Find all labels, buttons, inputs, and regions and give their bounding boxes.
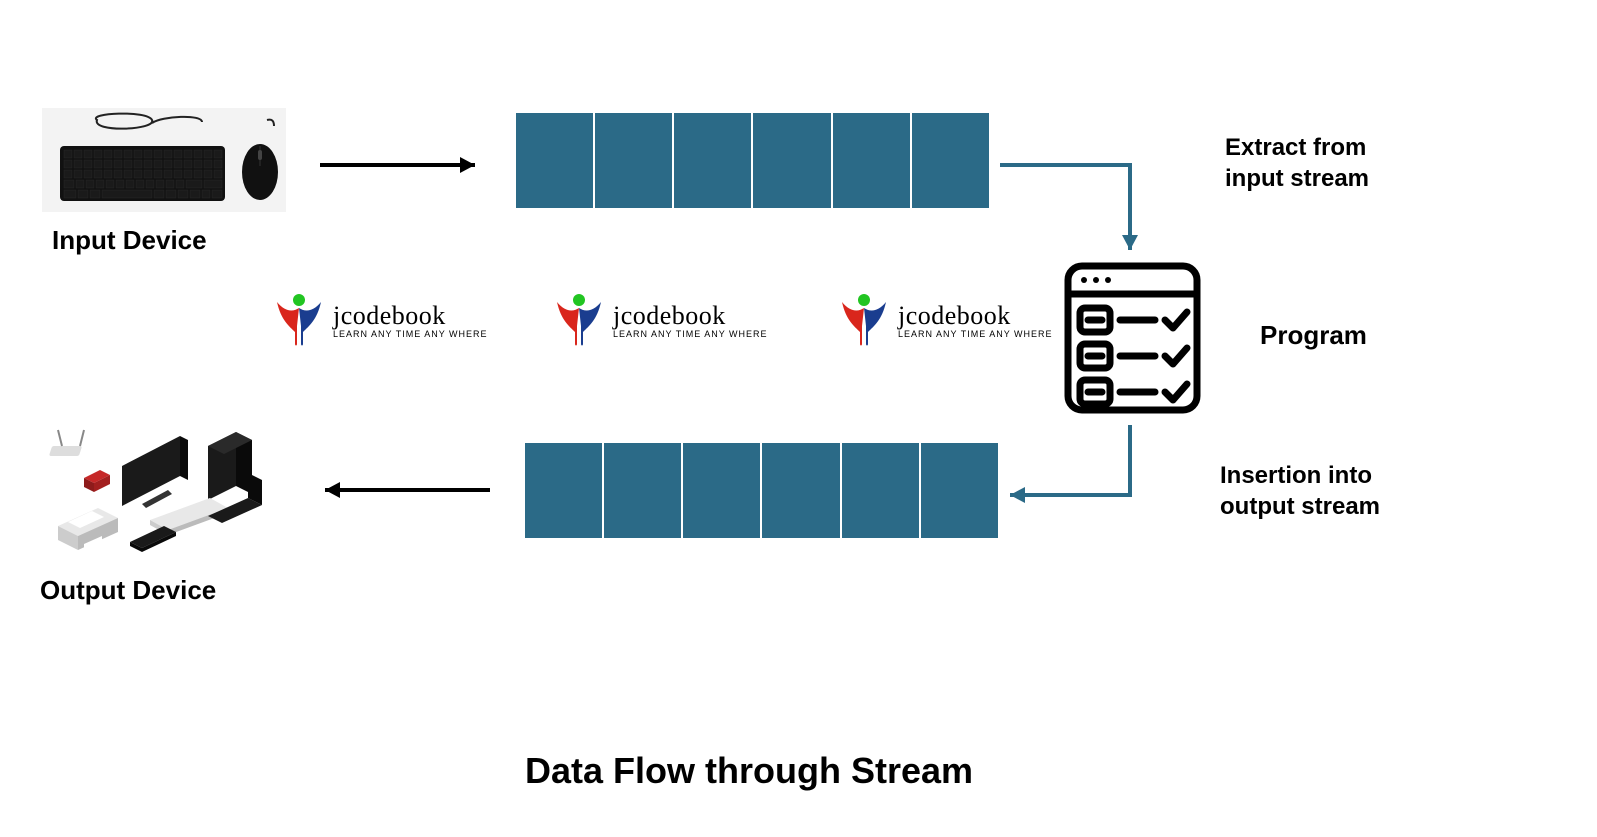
arrow-line	[1000, 165, 1130, 250]
diagram-title: Data Flow through Stream	[525, 750, 973, 792]
arrow-line	[1010, 425, 1130, 495]
arrow-head-icon	[325, 482, 340, 498]
arrow-head-icon	[1122, 235, 1138, 250]
arrow-head-icon	[460, 157, 475, 173]
arrow-head-icon	[1010, 487, 1025, 503]
arrows-layer	[0, 0, 1597, 837]
